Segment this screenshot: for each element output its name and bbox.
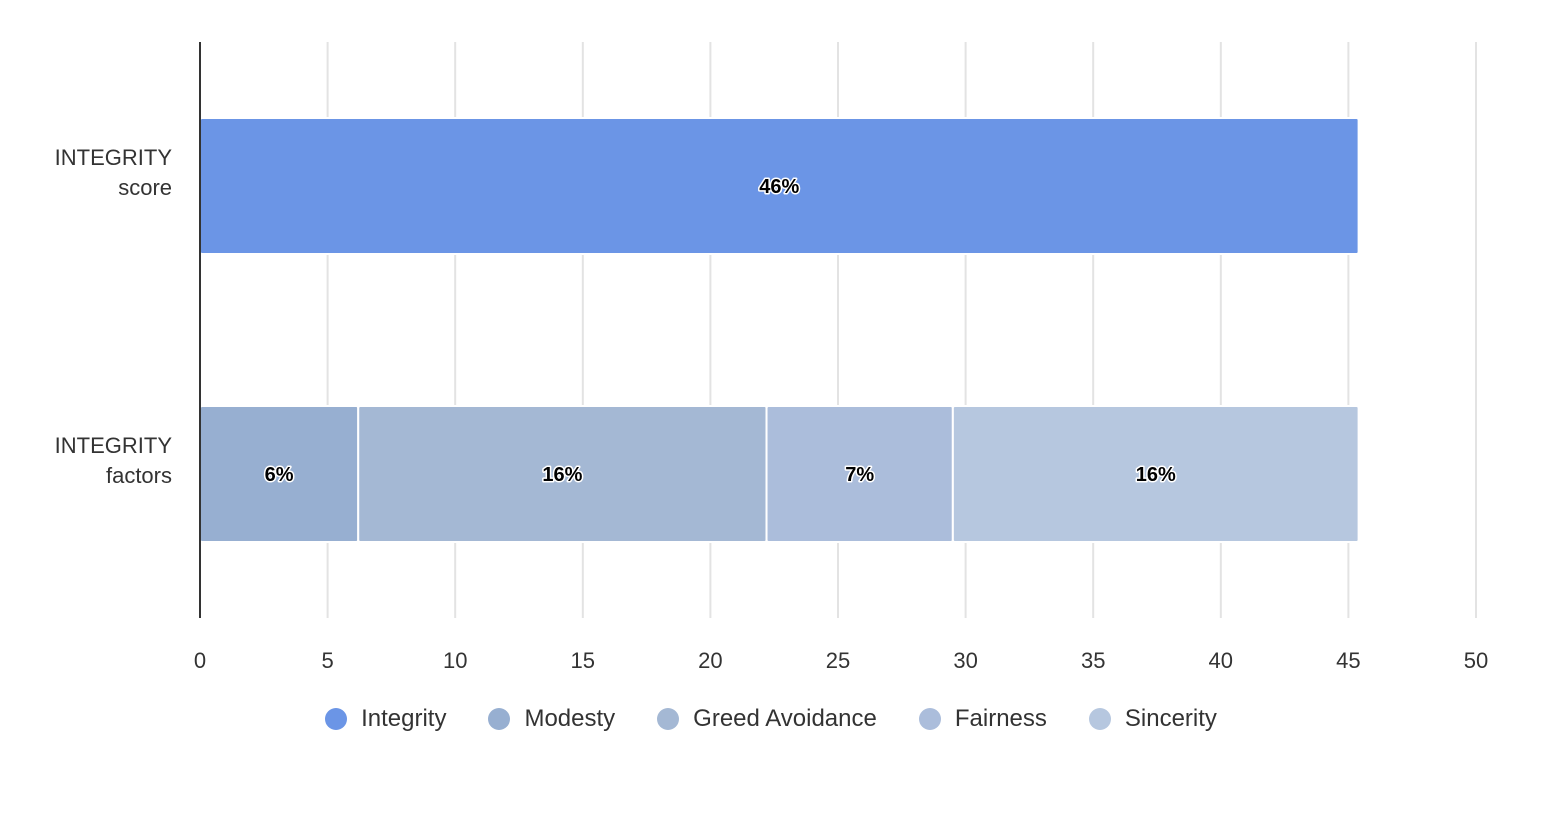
y-category-label-line: factors — [106, 463, 172, 488]
legend-label: Greed Avoidance — [693, 705, 877, 732]
x-tick-label: 5 — [321, 648, 333, 673]
data-label: 16% — [542, 464, 582, 486]
x-tick-label: 50 — [1464, 648, 1488, 673]
legend-item[interactable]: Fairness — [918, 705, 1047, 733]
legend-label: Modesty — [524, 705, 616, 732]
data-label: 7% — [845, 464, 874, 486]
legend-label: Integrity — [361, 705, 447, 732]
y-category-label-line: INTEGRITY — [55, 145, 173, 170]
x-tick-label: 35 — [1081, 648, 1105, 673]
bar-segment — [951, 405, 1360, 543]
legend-item[interactable]: Greed Avoidance — [657, 705, 877, 733]
legend-marker-icon — [488, 708, 511, 730]
legend-marker-icon — [1088, 708, 1111, 730]
x-tick-label: 25 — [826, 648, 850, 673]
y-category-label-line: score — [118, 175, 172, 200]
x-tick-label: 20 — [698, 648, 722, 673]
legend: Integrity Modesty Greed Avoidance Fairness S… — [0, 705, 1542, 733]
y-category-label-line: INTEGRITY — [55, 433, 173, 458]
legend-item[interactable]: Sincerity — [1088, 705, 1217, 733]
data-label: 6% — [265, 464, 294, 486]
legend-label: Sincerity — [1124, 705, 1217, 732]
legend-item[interactable]: Integrity — [325, 705, 446, 733]
data-label: 46% — [759, 176, 799, 198]
data-label: 16% — [1136, 464, 1176, 486]
bar-chart: 0 5 10 15 20 25 30 35 40 45 50 46% INTEGRITY score 6% 1… — [55, 42, 1488, 673]
y-category-label: INTEGRITY score — [55, 145, 173, 200]
legend-marker-icon — [325, 708, 348, 730]
legend-marker-icon — [918, 708, 941, 730]
x-tick-label: 30 — [953, 648, 977, 673]
x-tick-label: 45 — [1336, 648, 1360, 673]
x-tick-label: 0 — [194, 648, 206, 673]
x-tick-label: 15 — [571, 648, 595, 673]
y-category-label: INTEGRITY factors — [55, 433, 173, 488]
x-tick-label: 10 — [443, 648, 467, 673]
legend-marker-icon — [657, 708, 680, 730]
x-tick-label: 40 — [1209, 648, 1233, 673]
legend-item[interactable]: Modesty — [488, 705, 615, 733]
legend-label: Fairness — [954, 705, 1047, 732]
